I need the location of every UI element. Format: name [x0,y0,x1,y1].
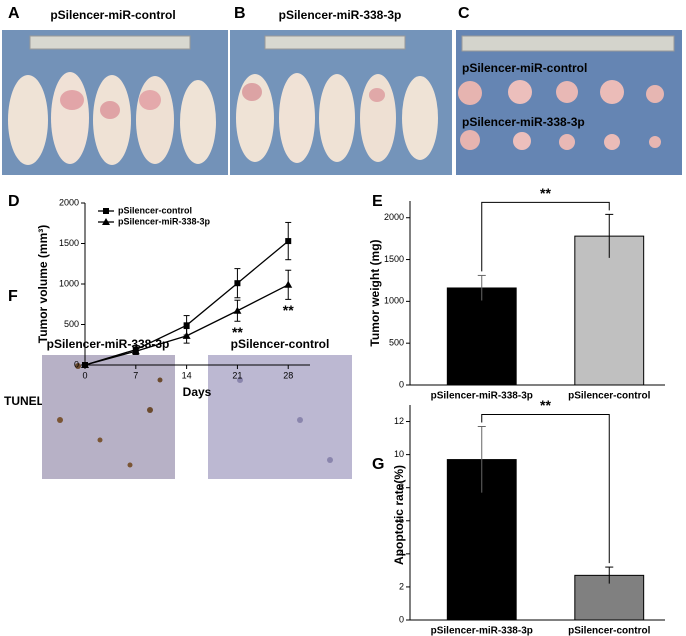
panel-title: pSilencer-control [231,337,330,351]
panel-letter: D [8,193,20,210]
y-tick-label: 4 [399,548,404,558]
y-axis-label: Apoptotic rate(%) [392,465,406,565]
panel-letter: G [372,456,384,473]
y-axis-label: Tumor weight (mg) [368,239,382,346]
y-tick-label: 1000 [384,296,404,306]
data-point [233,306,242,314]
photo-mice-mir [230,30,452,175]
x-tick-label: 0 [82,370,87,380]
photo-row-label: pSilencer-miR-338-3p [462,115,585,129]
data-point [182,331,191,339]
significance-label: ** [283,302,294,318]
data-point [183,322,190,329]
error-bar [605,213,614,258]
micrograph-control [208,355,352,479]
x-tick-label: 28 [283,370,293,380]
legend-label: pSilencer-control [118,205,192,215]
panel-letter: B [234,5,246,22]
photo-row-label: pSilencer-miR-control [462,61,587,75]
panel-title: pSilencer-miR-338-3p [279,8,402,22]
panel-title: pSilencer-miR-control [50,8,175,22]
legend-label: pSilencer-miR-338-3p [118,216,211,226]
data-point [131,347,140,355]
legend-marker [103,208,109,214]
y-axis-label: Tumor volume (mm³) [36,225,50,343]
x-tick-label: 7 [133,370,138,380]
y-tick-label: 0 [399,379,404,389]
micrograph-mir [42,355,175,479]
y-tick-label: 10 [394,449,404,459]
panel-letter: A [8,5,20,22]
significance-bracket [481,414,610,564]
legend-marker [102,218,110,225]
row-label: TUNEL [4,394,44,408]
x-tick-label: pSilencer-miR-338-3p [431,626,533,636]
photo-tumors [456,30,682,175]
x-tick-label: 21 [232,370,242,380]
panel-letter: F [8,288,18,305]
error-bar [477,274,486,301]
y-tick-label: 0 [74,359,79,369]
data-point [81,361,89,368]
y-tick-label: 1500 [59,238,79,248]
error-bar [477,426,486,493]
panel-letter: C [458,5,470,22]
x-tick-label: pSilencer-control [568,391,650,402]
data-point [285,238,292,245]
significance-label: ** [540,397,551,413]
x-axis-label: Days [183,385,212,399]
y-tick-label: 6 [399,515,404,525]
y-tick-label: 2000 [59,197,79,207]
bar [446,287,517,386]
y-tick-label: 2 [399,581,404,591]
y-tick-label: 1000 [59,278,79,288]
panel-title: pSilencer-miR-338-3p [47,337,170,351]
y-tick-label: 8 [399,482,404,492]
bar [574,235,645,386]
x-tick-label: pSilencer-miR-338-3p [431,391,533,402]
photo-mice-control [2,30,228,175]
y-tick-label: 1500 [384,254,404,264]
x-tick-label: 14 [182,370,192,380]
significance-bracket [481,201,610,272]
significance-label: ** [232,324,243,340]
data-point [284,280,293,288]
x-tick-label: pSilencer-control [568,626,650,636]
panel-letter: E [372,193,383,210]
error-bar [605,566,614,584]
significance-label: ** [540,185,551,201]
y-tick-label: 12 [394,416,404,426]
y-tick-label: 500 [389,338,404,348]
y-tick-label: 500 [64,319,79,329]
data-point [234,280,241,287]
y-tick-label: 0 [399,614,404,624]
y-tick-label: 2000 [384,212,404,222]
